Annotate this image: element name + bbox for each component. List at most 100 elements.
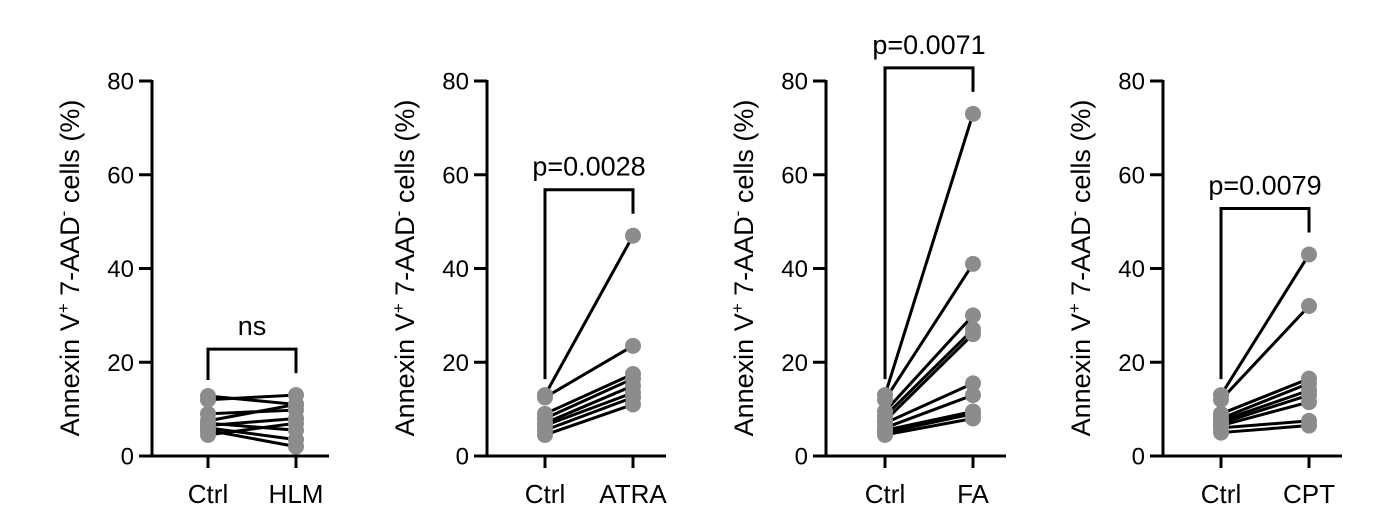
- y-tick-label: 20: [442, 350, 469, 377]
- pair-line: [207, 421, 297, 437]
- panel-1: 0 20 40 60 80 Ctrl HLM Annexin V+ 7-AAD- cells …: [54, 69, 329, 509]
- pair-line: [1220, 381, 1310, 420]
- significance-bracket: [206, 347, 298, 380]
- data-point-fa: [965, 387, 981, 404]
- category-label: Ctrl: [1201, 479, 1241, 509]
- pair-line: [883, 314, 975, 413]
- data-point-ctrl: [537, 389, 553, 406]
- y-axis-title-part: -: [728, 211, 747, 217]
- data-point-cpt: [1301, 394, 1317, 411]
- category-label: Ctrl: [525, 479, 565, 509]
- data-point-fa: [965, 375, 981, 392]
- y-tick-label: 0: [121, 444, 134, 471]
- significance-label: p=0.0079: [1208, 170, 1321, 200]
- significance-bracket: [543, 188, 635, 380]
- category-label: Ctrl: [865, 479, 905, 509]
- pair-line: [207, 417, 297, 428]
- data-point-ctrl: [200, 426, 216, 443]
- y-axis-title-part: Annexin V: [390, 313, 420, 436]
- data-point-atra: [625, 227, 641, 244]
- y-axis-title: Annexin V+ 7-AAD- cells (%): [728, 100, 759, 437]
- pair-line: [1219, 253, 1311, 396]
- pair-line: [1220, 419, 1310, 430]
- pair-line: [883, 328, 975, 418]
- y-axis-title-part: cells (%): [390, 100, 420, 211]
- data-point-fa: [965, 105, 981, 122]
- data-point-cpt: [1301, 417, 1317, 434]
- data-point-ctrl: [877, 391, 893, 408]
- pair-line: [884, 412, 974, 435]
- pair-line: [883, 333, 975, 422]
- y-tick-label: 80: [781, 69, 808, 96]
- y-tick-label: 40: [442, 256, 469, 283]
- pair-line: [544, 384, 634, 425]
- pair-line: [1219, 304, 1311, 401]
- y-axis-title-part: +: [54, 303, 73, 313]
- y-axis-title-part: Annexin V: [55, 313, 85, 436]
- pair-line: [884, 381, 974, 425]
- panel-2: 0 20 40 60 80 Ctrl ATRA Annexin V+ 7-AAD- cells…: [389, 69, 667, 510]
- pair-line: [544, 377, 634, 420]
- pair-line: [544, 372, 634, 416]
- y-tick-label: 20: [107, 350, 134, 377]
- data-point-ctrl: [877, 426, 893, 443]
- y-axis-title-part: 7-AAD: [729, 216, 759, 303]
- pair-line: [1220, 400, 1310, 427]
- y-axis-title-part: 7-AAD: [390, 216, 420, 303]
- significance-bracket: [883, 66, 975, 380]
- y-axis-title: Annexin V+ 7-AAD- cells (%): [1065, 100, 1096, 437]
- data-point-hlm: [288, 396, 304, 413]
- pair-line: [544, 396, 634, 432]
- category-label: CPT: [1283, 479, 1335, 509]
- data-point-ctrl: [200, 391, 216, 408]
- data-point-fa: [965, 326, 981, 343]
- category-label: FA: [957, 479, 989, 509]
- y-tick-label: 0: [795, 444, 808, 471]
- pair-line: [1220, 377, 1310, 416]
- data-point-atra: [625, 337, 641, 354]
- pair-line: [544, 403, 634, 437]
- data-point-hlm: [288, 438, 304, 455]
- y-tick-label: 0: [1132, 444, 1145, 471]
- y-tick-label: 20: [1118, 350, 1145, 377]
- y-axis-title-part: 7-AAD: [55, 216, 85, 303]
- data-point-cpt: [1301, 246, 1317, 263]
- pair-line: [884, 417, 974, 437]
- y-axis-title-part: -: [1065, 211, 1084, 217]
- panel-3: 0 20 40 60 80 Ctrl FA Annexin V+ 7-AAD- cells (…: [728, 30, 1006, 509]
- y-axis-title-part: cells (%): [55, 100, 85, 211]
- y-axis-title-part: +: [389, 303, 408, 313]
- pair-line: [884, 393, 974, 430]
- y-tick-label: 0: [456, 444, 469, 471]
- pair-line: [1220, 424, 1310, 435]
- pair-line: [884, 410, 974, 432]
- data-point-ctrl: [1213, 391, 1229, 408]
- pair-line: [1220, 393, 1310, 425]
- data-point-cpt: [1301, 298, 1317, 314]
- data-point-fa: [965, 307, 981, 324]
- y-tick-label: 60: [1118, 162, 1145, 189]
- pair-line: [883, 113, 975, 396]
- y-axis-title: Annexin V+ 7-AAD- cells (%): [389, 100, 420, 437]
- significance-label: p=0.0028: [532, 152, 645, 182]
- data-point-atra: [625, 396, 641, 413]
- pair-line: [207, 393, 297, 402]
- y-tick-label: 20: [781, 350, 808, 377]
- y-axis-title-part: cells (%): [1066, 100, 1096, 211]
- pair-line: [543, 234, 635, 396]
- y-axis-title-part: -: [54, 211, 73, 217]
- y-axis-title-part: +: [728, 303, 747, 313]
- category-label: ATRA: [599, 479, 667, 509]
- significance-label: ns: [238, 311, 267, 341]
- category-label: HLM: [269, 479, 324, 509]
- y-tick-label: 80: [442, 69, 469, 96]
- y-tick-label: 40: [107, 256, 134, 283]
- pair-line: [207, 426, 297, 442]
- y-axis-title-part: -: [389, 211, 408, 217]
- panel-4: 0 20 40 60 80 Ctrl CPT Annexin V+ 7-AAD- cells …: [1065, 69, 1342, 509]
- y-tick-label: 60: [781, 162, 808, 189]
- pair-line: [544, 344, 634, 399]
- pair-line: [883, 262, 975, 401]
- category-label: Ctrl: [188, 479, 228, 509]
